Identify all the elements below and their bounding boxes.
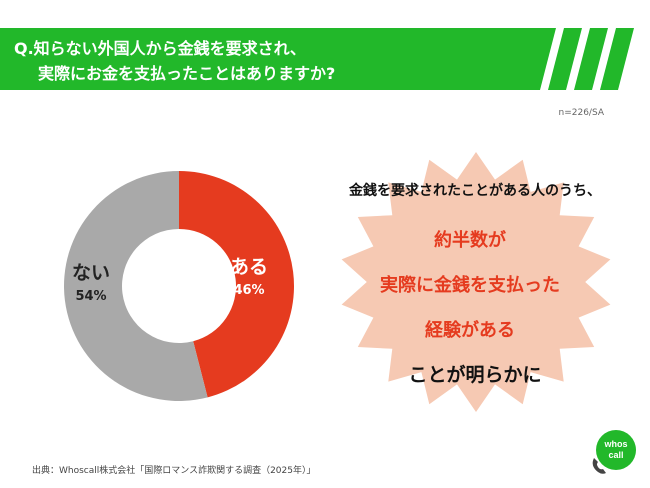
- whoscall-logo: whos call: [592, 430, 636, 474]
- logo-text-2: call: [608, 450, 623, 460]
- callout-lead: 金銭を要求されたことがある人のうち、: [349, 183, 601, 199]
- segment-label-nai: ない 54%: [72, 258, 110, 304]
- segment-name-nai: ない: [72, 262, 111, 284]
- donut-segment-aru: [179, 171, 294, 398]
- callout-highlight-1: 約半数が: [434, 230, 506, 251]
- question-line-2: 実際にお金を支払ったことはありますか?: [38, 64, 336, 83]
- donut-chart: [63, 171, 294, 401]
- callout-tail: ことが明らかに: [408, 364, 542, 386]
- segment-value-nai: 54%: [75, 289, 107, 304]
- segment-value-aru: 46%: [233, 283, 265, 298]
- callout-highlight-3: 経験がある: [425, 320, 515, 341]
- sample-note: n=226/SA: [558, 108, 605, 118]
- segment-name-aru: ある: [230, 256, 269, 278]
- question-line-1: Q.知らない外国人から金銭を要求され、: [14, 39, 306, 58]
- header-banner: [0, 28, 650, 90]
- starburst-shape: [341, 152, 611, 412]
- callout-highlight-2: 実際に金銭を支払った: [380, 275, 560, 296]
- donut-segment-nai: [63, 171, 208, 401]
- phone-icon: [592, 458, 606, 474]
- segment-label-aru: ある 46%: [230, 252, 268, 298]
- logo-text-1: whos: [603, 439, 627, 449]
- source-note: 出典：Whoscall株式会社「国際ロマンス詐欺関する調査（2025年）」: [32, 466, 316, 476]
- starburst-polygon: [341, 152, 611, 412]
- banner-shape: [0, 28, 634, 90]
- question-text: Q.知らない外国人から金銭を要求され、 実際にお金を支払ったことはありますか?: [14, 36, 534, 86]
